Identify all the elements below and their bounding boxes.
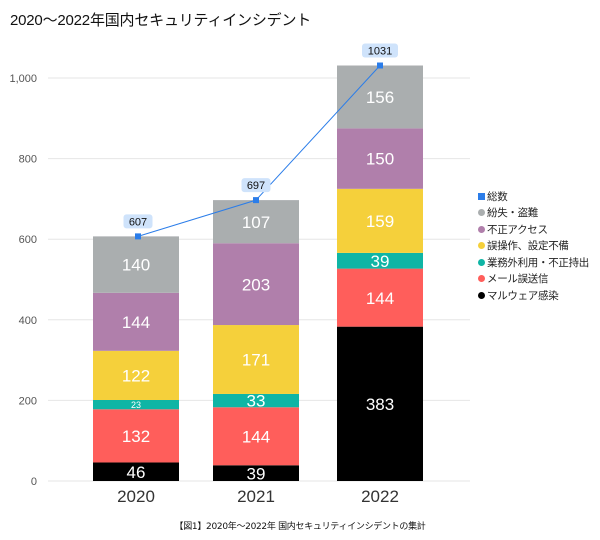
data-label: 107	[242, 213, 270, 232]
circle-marker-icon	[478, 291, 485, 299]
bar-segment	[337, 128, 423, 189]
data-label: 23	[131, 400, 141, 410]
bars: 4613223122144140391443317120310738314439…	[93, 65, 423, 483]
y-axis: 0 200 400 600 800 1,000	[9, 73, 37, 488]
total-label-bg	[241, 178, 271, 193]
total-label: 1031	[368, 46, 392, 58]
y-tick-label: 200	[19, 395, 37, 407]
circle-marker-icon	[478, 275, 485, 283]
data-label: 159	[366, 212, 394, 231]
bar-segment	[93, 462, 179, 481]
legend-item: 総数	[478, 188, 589, 205]
data-label: 150	[366, 150, 394, 169]
x-axis: 2020 2021 2022	[117, 487, 399, 506]
legend-item: メール誤送信	[478, 271, 589, 288]
legend-label: 紛失・盗難	[487, 207, 538, 220]
legend-label: 誤操作、設定不備	[487, 240, 569, 253]
bar-segment	[93, 236, 179, 293]
data-label: 140	[122, 256, 150, 275]
circle-marker-icon	[478, 258, 485, 266]
y-tick-label: 400	[19, 315, 37, 327]
square-marker-icon	[478, 192, 485, 200]
data-label: 144	[366, 289, 394, 308]
data-label: 46	[127, 463, 146, 482]
legend-label: 不正アクセス	[487, 223, 548, 236]
bar-segment	[93, 292, 179, 351]
circle-marker-icon	[478, 242, 485, 250]
legend-item: 業務外利用・不正持出	[478, 254, 589, 271]
bar-segment	[93, 409, 179, 463]
data-label: 203	[242, 275, 270, 294]
total-line: 607 697 1031	[123, 43, 398, 240]
bar-segment	[337, 188, 423, 253]
legend-label: 総数	[487, 190, 508, 203]
bar-stack-2021: 39 144 33 171 203 107	[213, 200, 299, 483]
legend-item: 誤操作、設定不備	[478, 238, 589, 255]
bar-segment	[337, 326, 423, 481]
bar-segment	[337, 252, 423, 269]
legend-item: 不正アクセス	[478, 221, 589, 238]
data-label: 156	[366, 88, 394, 107]
bar-segment	[213, 465, 299, 481]
legend: 総数紛失・盗難不正アクセス誤操作、設定不備業務外利用・不正持出 メール誤送信 マルウ…	[478, 188, 589, 304]
total-point	[253, 197, 259, 204]
legend-item: マルウェア感染	[478, 287, 589, 304]
total-label: 607	[129, 216, 147, 228]
total-point	[135, 233, 141, 240]
data-label: 383	[366, 395, 394, 414]
total-label-bg	[123, 214, 153, 229]
circle-marker-icon	[478, 209, 485, 217]
data-label: 122	[122, 367, 150, 386]
bar-stack-2020: 46 132 23 122 144 140	[93, 236, 179, 482]
bar-segment	[213, 243, 299, 326]
legend-label: マルウェア感染	[487, 289, 559, 302]
data-label: 144	[122, 313, 150, 332]
legend-label: 業務外利用・不正持出	[487, 256, 589, 269]
data-label: 39	[371, 252, 390, 271]
bar-stack-2022: 383 144 39 159 150 156	[337, 65, 423, 481]
bar-segment	[337, 268, 423, 327]
bar-segment	[213, 325, 299, 394]
bar-segment	[213, 407, 299, 466]
total-label: 697	[247, 180, 265, 192]
y-tick-label: 800	[19, 154, 37, 166]
y-tick-label: 0	[31, 476, 37, 488]
total-point	[377, 62, 383, 69]
data-label: 144	[242, 427, 270, 446]
y-tick-label: 600	[19, 234, 37, 246]
bar-segment	[93, 399, 179, 410]
x-tick-label: 2020	[117, 487, 155, 506]
chart-title: 2020～2022年国内セキュリティインシデント	[10, 12, 312, 29]
bar-segment	[213, 393, 299, 408]
data-label: 39	[247, 464, 266, 483]
data-label: 33	[247, 392, 266, 411]
x-tick-label: 2022	[361, 487, 399, 506]
data-label: 132	[122, 427, 150, 446]
bar-segment	[213, 200, 299, 244]
legend-label: メール誤送信	[487, 273, 549, 286]
figure-caption: 【図1】2020年～2022年 国内セキュリティインシデントの集計	[174, 522, 426, 532]
x-tick-label: 2021	[237, 487, 275, 506]
data-label: 171	[242, 351, 270, 370]
circle-marker-icon	[478, 225, 485, 233]
legend-item: 紛失・盗難	[478, 205, 589, 222]
total-label-bg	[362, 43, 398, 58]
y-tick-label: 1,000	[9, 73, 37, 85]
bar-segment	[93, 350, 179, 400]
